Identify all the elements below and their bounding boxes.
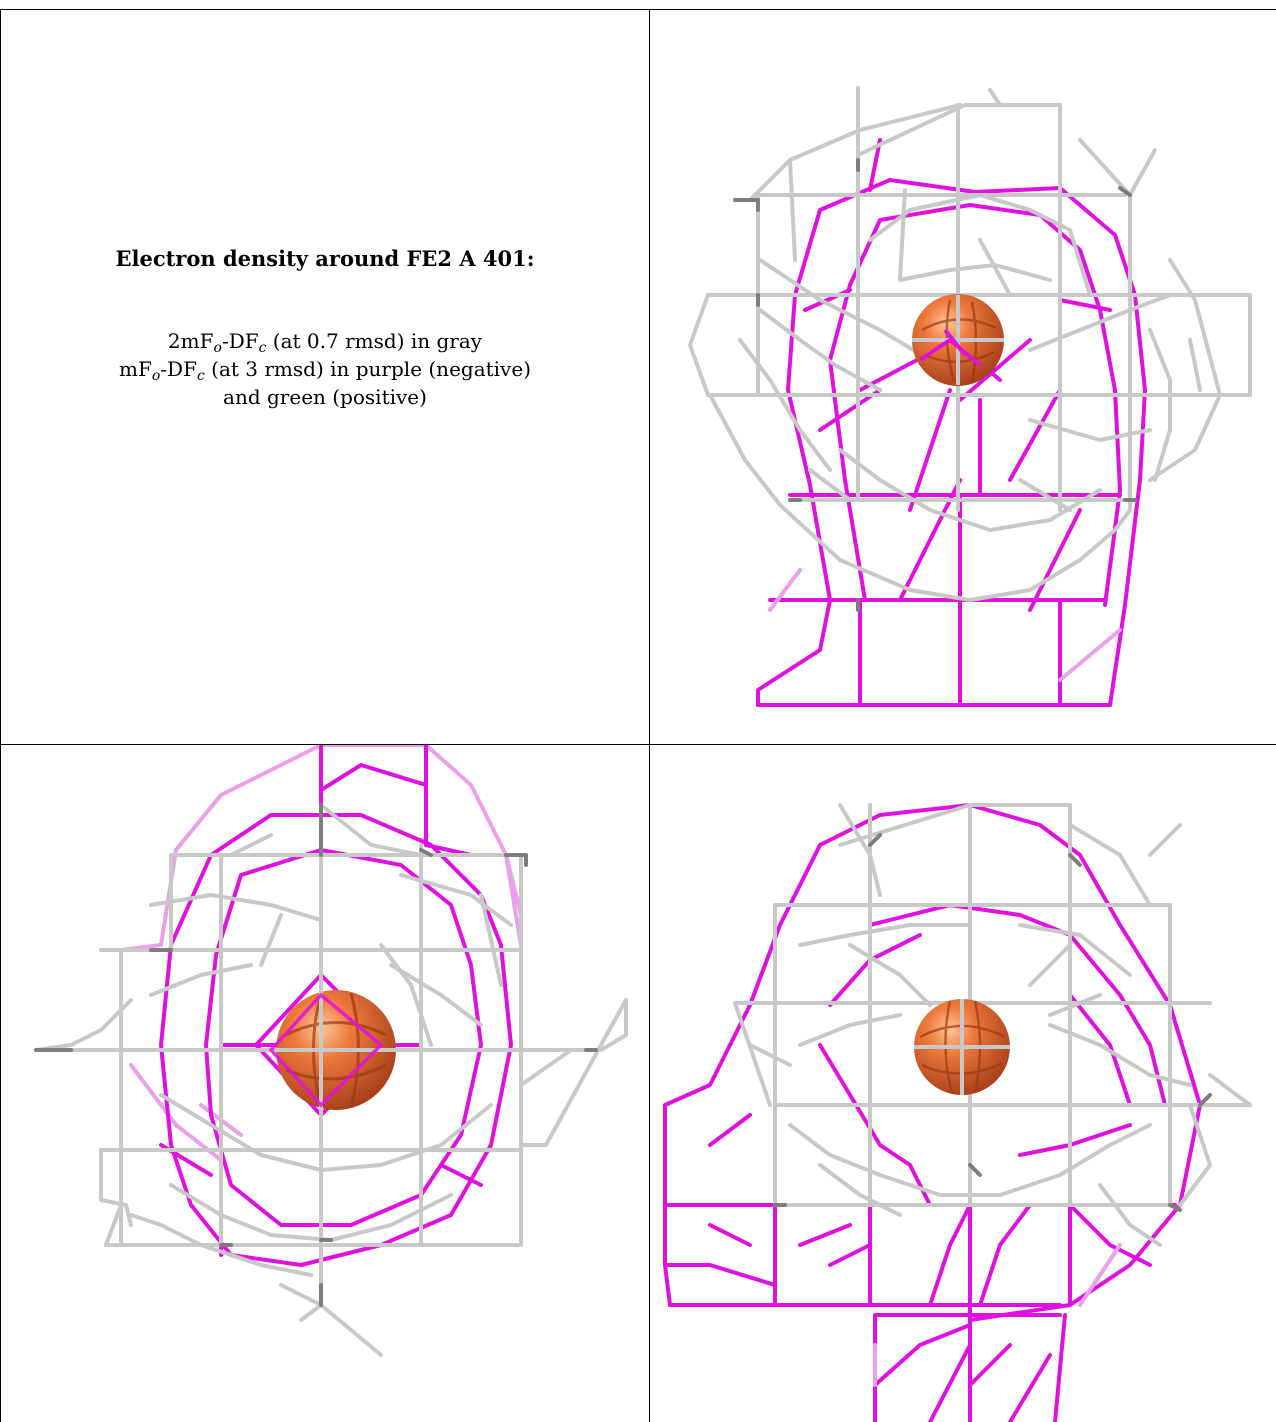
caption-cell: Electron density around FE2 A 401: 2mFo-…: [20, 245, 630, 411]
gray-mesh: [733, 803, 1252, 1247]
purple-mesh: [756, 138, 1147, 707]
caption-title: Electron density around FE2 A 401:: [115, 246, 535, 271]
table-divider-horizontal: [0, 744, 1276, 745]
table-border-left: [0, 9, 1, 1422]
purple-mesh: [663, 803, 1202, 1422]
density-view-bottom-right: [650, 745, 1276, 1422]
table-border-top: [0, 9, 1276, 10]
table-divider-vertical: [649, 9, 650, 1422]
caption-line-2fo: 2mFo-DFc (at 0.7 rmsd) in gray: [167, 329, 483, 356]
density-view-top-right: [650, 10, 1276, 744]
fe-atom-sphere: [268, 990, 396, 1110]
gray-mesh: [688, 86, 1252, 602]
density-mesh-view-1: [688, 86, 1252, 707]
density-view-bottom-left: [1, 745, 649, 1422]
density-mesh-view-3: [663, 803, 1252, 1422]
caption-line-fofc: mFo-DFc (at 3 rmsd) in purple (negative): [119, 357, 531, 384]
caption-line-positive: and green (positive): [223, 385, 427, 409]
fe-atom-sphere: [912, 294, 1004, 386]
density-mesh-view-2: [34, 745, 628, 1357]
fe-atom-sphere: [914, 999, 1010, 1095]
